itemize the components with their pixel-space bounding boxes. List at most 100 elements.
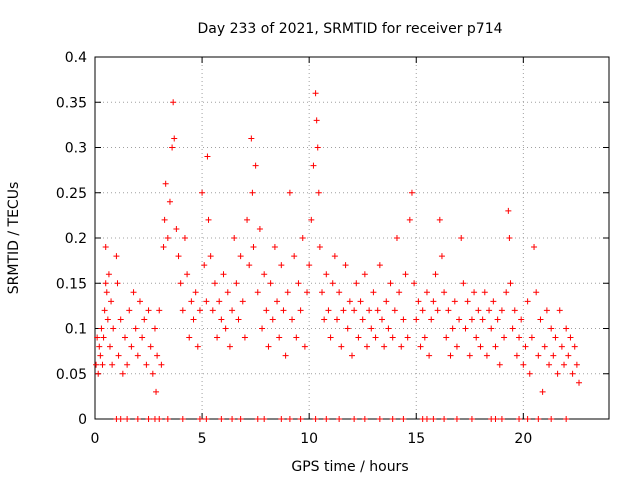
data-point bbox=[443, 334, 450, 341]
data-point bbox=[408, 189, 415, 196]
data-point bbox=[151, 325, 158, 332]
data-point bbox=[561, 361, 568, 368]
data-point bbox=[404, 334, 411, 341]
data-point bbox=[278, 416, 285, 422]
data-point bbox=[179, 307, 186, 314]
data-point bbox=[576, 379, 583, 386]
x-axis-label: GPS time / hours bbox=[291, 459, 408, 475]
data-point bbox=[391, 307, 398, 314]
axis-ticks: 0 0.05 0.1 0.15 0.2 0.25 0.3 0.35 0.4 0 5 10 15 20 bbox=[56, 50, 609, 447]
data-point bbox=[449, 325, 456, 332]
data-point bbox=[301, 343, 308, 350]
data-point bbox=[259, 325, 266, 332]
data-point bbox=[181, 235, 188, 241]
data-point bbox=[226, 343, 233, 350]
data-point bbox=[256, 225, 263, 232]
data-point bbox=[445, 307, 452, 314]
data-point bbox=[550, 352, 557, 359]
data-point bbox=[503, 289, 510, 296]
data-point bbox=[338, 343, 345, 350]
y-axis-label: SRMTID / TECUs bbox=[6, 182, 22, 295]
data-point bbox=[248, 135, 255, 142]
data-point bbox=[315, 189, 322, 196]
data-point bbox=[121, 334, 128, 341]
data-point bbox=[231, 235, 238, 241]
data-point bbox=[441, 416, 448, 422]
data-point bbox=[222, 325, 229, 332]
data-point bbox=[381, 343, 388, 350]
data-point bbox=[563, 416, 570, 422]
x-tick-label: 10 bbox=[300, 431, 318, 447]
data-point bbox=[541, 343, 548, 350]
data-point bbox=[438, 253, 445, 260]
data-point bbox=[563, 325, 570, 332]
data-point bbox=[361, 271, 368, 278]
y-tick-label: 0.3 bbox=[65, 141, 87, 157]
data-point bbox=[368, 325, 375, 332]
data-point bbox=[166, 198, 173, 205]
data-point bbox=[209, 307, 216, 314]
data-point bbox=[533, 289, 540, 296]
data-point bbox=[297, 416, 304, 422]
data-point bbox=[323, 416, 330, 422]
data-point bbox=[567, 334, 574, 341]
y-tick-label: 0 bbox=[78, 412, 87, 428]
data-point bbox=[160, 244, 167, 251]
data-point bbox=[423, 416, 430, 422]
data-point bbox=[295, 280, 302, 287]
data-point bbox=[106, 343, 113, 350]
data-point bbox=[96, 343, 103, 350]
data-points bbox=[93, 90, 583, 422]
data-point bbox=[282, 352, 289, 359]
data-point bbox=[458, 235, 465, 241]
data-point bbox=[196, 416, 203, 422]
data-point bbox=[535, 352, 542, 359]
data-point bbox=[249, 189, 256, 196]
data-point bbox=[175, 253, 182, 260]
data-point bbox=[441, 289, 448, 296]
data-point bbox=[417, 343, 424, 350]
data-point bbox=[237, 253, 244, 260]
data-point bbox=[346, 298, 353, 305]
data-point bbox=[214, 334, 221, 341]
data-point bbox=[535, 416, 542, 422]
y-tick-label: 0.35 bbox=[56, 95, 87, 111]
data-point bbox=[261, 271, 268, 278]
data-point bbox=[492, 416, 499, 422]
data-point bbox=[265, 343, 272, 350]
x-tick-label: 5 bbox=[198, 431, 207, 447]
data-point bbox=[153, 388, 160, 395]
data-point bbox=[199, 189, 206, 196]
data-point bbox=[218, 416, 225, 422]
data-point bbox=[428, 316, 435, 323]
data-point bbox=[188, 298, 195, 305]
data-point bbox=[308, 216, 315, 223]
data-point bbox=[520, 361, 527, 368]
data-point bbox=[312, 90, 319, 97]
data-point bbox=[216, 298, 223, 305]
data-point bbox=[436, 216, 443, 223]
data-point bbox=[239, 298, 246, 305]
data-point bbox=[124, 416, 131, 422]
data-point bbox=[426, 352, 433, 359]
data-point bbox=[402, 271, 409, 278]
data-point bbox=[313, 117, 320, 124]
data-point bbox=[117, 416, 124, 422]
data-point bbox=[280, 307, 287, 314]
data-point bbox=[460, 280, 467, 287]
data-point bbox=[479, 316, 486, 323]
data-point bbox=[389, 334, 396, 341]
data-point bbox=[498, 416, 505, 422]
data-point bbox=[110, 325, 117, 332]
data-point bbox=[571, 343, 578, 350]
data-point bbox=[518, 316, 525, 323]
data-point bbox=[93, 361, 100, 368]
data-point bbox=[496, 361, 503, 368]
data-point bbox=[355, 334, 362, 341]
data-point bbox=[297, 307, 304, 314]
data-point bbox=[190, 316, 197, 323]
data-point bbox=[340, 307, 347, 314]
data-point bbox=[119, 370, 126, 377]
data-point bbox=[353, 280, 360, 287]
data-point bbox=[406, 216, 413, 223]
